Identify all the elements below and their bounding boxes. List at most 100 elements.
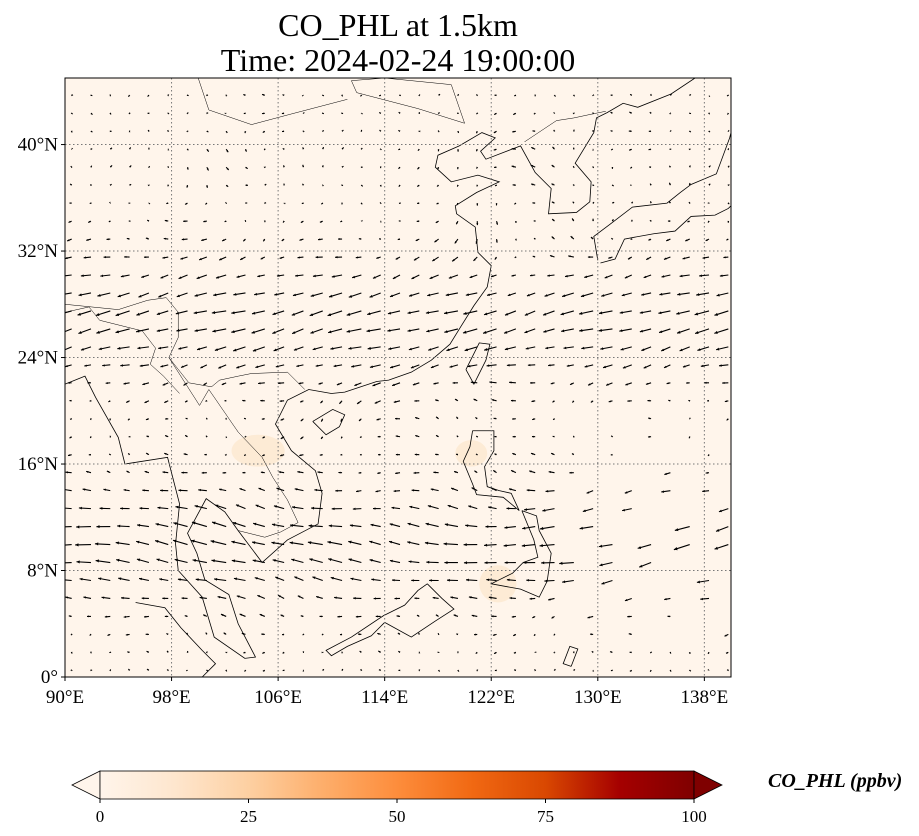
- wind-arrow: [98, 346, 111, 351]
- wind-arrow: [277, 594, 285, 599]
- wind-arrow: [715, 526, 729, 532]
- wind-arrow: [416, 614, 420, 617]
- wind-arrow: [302, 183, 305, 186]
- wind-arrow: [669, 112, 672, 115]
- wind-arrow: [413, 471, 420, 474]
- wind-arrow: [309, 558, 323, 564]
- wind-arrow: [210, 540, 227, 546]
- wind-arrow: [494, 669, 497, 672]
- wind-arrow: [619, 328, 632, 333]
- wind-arrow: [488, 596, 497, 600]
- wind-arrow: [530, 164, 536, 168]
- wind-arrow: [485, 525, 497, 528]
- wind-arrow: [513, 669, 517, 672]
- x-tick-label: 122°E: [467, 687, 515, 708]
- wind-arrow: [221, 238, 227, 242]
- wind-arrow: [330, 576, 343, 582]
- wind-arrow: [530, 381, 536, 384]
- wind-arrow: [307, 541, 323, 546]
- wind-arrow: [378, 112, 382, 115]
- wind-arrow: [532, 130, 536, 133]
- wind-arrow: [512, 435, 516, 438]
- wind-arrow: [90, 112, 93, 115]
- concentration-patch: [479, 565, 517, 603]
- wind-arrow: [128, 220, 131, 223]
- wind-arrow: [225, 417, 228, 420]
- wind-arrow: [610, 435, 614, 438]
- wind-arrow: [180, 256, 188, 260]
- wind-arrow: [84, 364, 92, 367]
- wind-arrow: [167, 148, 170, 151]
- wind-arrow: [506, 363, 516, 367]
- wind-arrow: [76, 560, 92, 564]
- wind-arrow: [65, 507, 72, 510]
- wind-arrow: [369, 540, 381, 546]
- wind-arrow: [120, 507, 130, 510]
- wind-arrow: [417, 166, 420, 170]
- wind-arrow: [77, 310, 92, 316]
- wind-arrow: [90, 130, 93, 133]
- wind-arrow: [704, 381, 710, 384]
- wind-arrow: [262, 651, 265, 654]
- wind-arrow: [327, 328, 343, 334]
- wind-arrow: [162, 382, 169, 386]
- wind-arrow: [512, 417, 516, 420]
- wind-arrow: [297, 470, 304, 474]
- wind-arrow: [592, 112, 595, 115]
- wind-arrow: [180, 364, 188, 369]
- wind-arrow: [199, 596, 207, 600]
- wind-arrow: [312, 274, 323, 278]
- wind-arrow: [722, 381, 729, 385]
- wind-arrow: [494, 453, 497, 456]
- wind-arrow: [186, 130, 189, 133]
- wind-arrow: [89, 202, 92, 205]
- wind-arrow: [158, 292, 169, 298]
- wind-arrow: [261, 112, 265, 115]
- wind-arrow: [508, 488, 517, 492]
- wind-arrow: [299, 238, 304, 241]
- wind-arrow: [475, 651, 478, 655]
- wind-arrow: [527, 363, 536, 367]
- wind-arrow: [393, 400, 401, 403]
- wind-arrow: [156, 328, 169, 332]
- wind-arrow: [476, 184, 479, 187]
- wind-arrow: [454, 238, 459, 244]
- wind-arrow: [437, 130, 440, 133]
- wind-arrow: [493, 148, 497, 151]
- wind-arrow: [317, 471, 323, 474]
- wind-arrow: [137, 523, 149, 528]
- wind-arrow: [457, 167, 459, 170]
- wind-arrow: [358, 238, 362, 240]
- wind-arrow: [661, 274, 671, 278]
- wind-arrow: [280, 454, 285, 457]
- wind-arrow: [231, 559, 246, 564]
- wind-arrow: [590, 400, 594, 403]
- wind-arrow: [360, 202, 363, 205]
- wind-arrow: [696, 292, 710, 297]
- wind-arrow: [128, 147, 132, 150]
- x-tick-label: 98°E: [152, 687, 190, 708]
- wind-arrow: [661, 346, 671, 352]
- wind-arrow: [356, 490, 362, 493]
- wind-arrow: [184, 400, 188, 403]
- wind-arrow: [301, 94, 304, 97]
- wind-arrow: [708, 148, 711, 151]
- wind-arrow: [700, 597, 710, 601]
- wind-arrow: [83, 596, 92, 600]
- wind-arrow: [718, 508, 729, 513]
- wind-arrow: [90, 165, 93, 168]
- wind-arrow: [80, 346, 92, 351]
- wind-arrow: [375, 615, 381, 618]
- wind-arrow: [167, 129, 170, 133]
- wind-arrow: [251, 541, 265, 546]
- wind-arrow: [580, 292, 594, 298]
- wind-arrow: [183, 453, 188, 456]
- wind-arrow: [311, 506, 323, 510]
- wind-arrow: [664, 472, 671, 476]
- wind-arrow: [697, 346, 710, 351]
- wind-arrow: [482, 328, 497, 334]
- wind-arrow: [336, 382, 343, 386]
- wind-arrow: [142, 489, 149, 492]
- wind-arrow: [438, 93, 441, 96]
- wind-arrow: [389, 523, 401, 528]
